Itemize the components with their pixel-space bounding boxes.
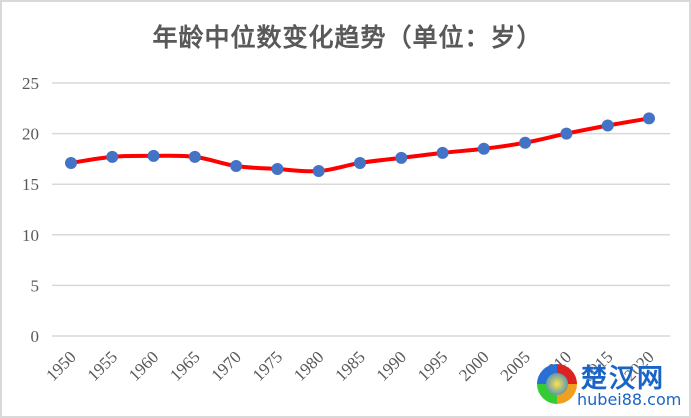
y-tick-label: 10 — [22, 226, 39, 245]
x-tick-label: 2005 — [496, 347, 533, 384]
data-point — [312, 165, 325, 178]
data-point — [477, 142, 490, 155]
y-tick-label: 20 — [22, 125, 39, 144]
globe-logo-icon — [537, 364, 577, 404]
x-tick-label: 2000 — [455, 347, 492, 384]
data-point — [106, 150, 119, 163]
chart-title: 年龄中位数变化趋势（单位：岁） — [152, 23, 543, 52]
watermark-en: hubei88.com — [577, 390, 682, 409]
data-markers — [65, 112, 655, 178]
data-point — [65, 156, 77, 169]
gridlines — [52, 82, 670, 337]
data-point — [560, 127, 573, 140]
data-point — [147, 149, 160, 162]
data-point — [519, 136, 532, 149]
data-point — [643, 112, 655, 125]
watermark: 楚汉网 hubei88.com — [533, 354, 685, 412]
data-point — [354, 156, 366, 169]
data-point — [230, 159, 243, 172]
watermark-cn: 楚汉网 — [581, 364, 666, 394]
y-tick-label: 5 — [31, 276, 40, 295]
x-tick-label: 1955 — [84, 347, 121, 384]
x-tick-label: 1980 — [290, 347, 327, 384]
x-tick-label: 1975 — [249, 347, 286, 384]
x-tick-label: 1965 — [166, 347, 203, 384]
y-tick-label: 25 — [22, 74, 39, 93]
x-tick-label: 1970 — [207, 347, 244, 384]
data-point — [601, 119, 614, 132]
x-tick-label: 1985 — [331, 347, 368, 384]
x-tick-label: 1995 — [414, 347, 451, 384]
x-tick-label: 1990 — [373, 347, 410, 384]
data-point — [188, 150, 201, 163]
y-tick-label: 0 — [31, 327, 40, 346]
data-point — [436, 146, 449, 159]
x-tick-label: 1960 — [125, 347, 162, 384]
y-tick-label: 15 — [22, 175, 39, 194]
y-axis-labels: 0 5 10 15 20 25 — [22, 74, 39, 346]
data-point — [271, 163, 284, 176]
data-point — [395, 151, 408, 164]
x-tick-label: 1950 — [42, 347, 79, 384]
